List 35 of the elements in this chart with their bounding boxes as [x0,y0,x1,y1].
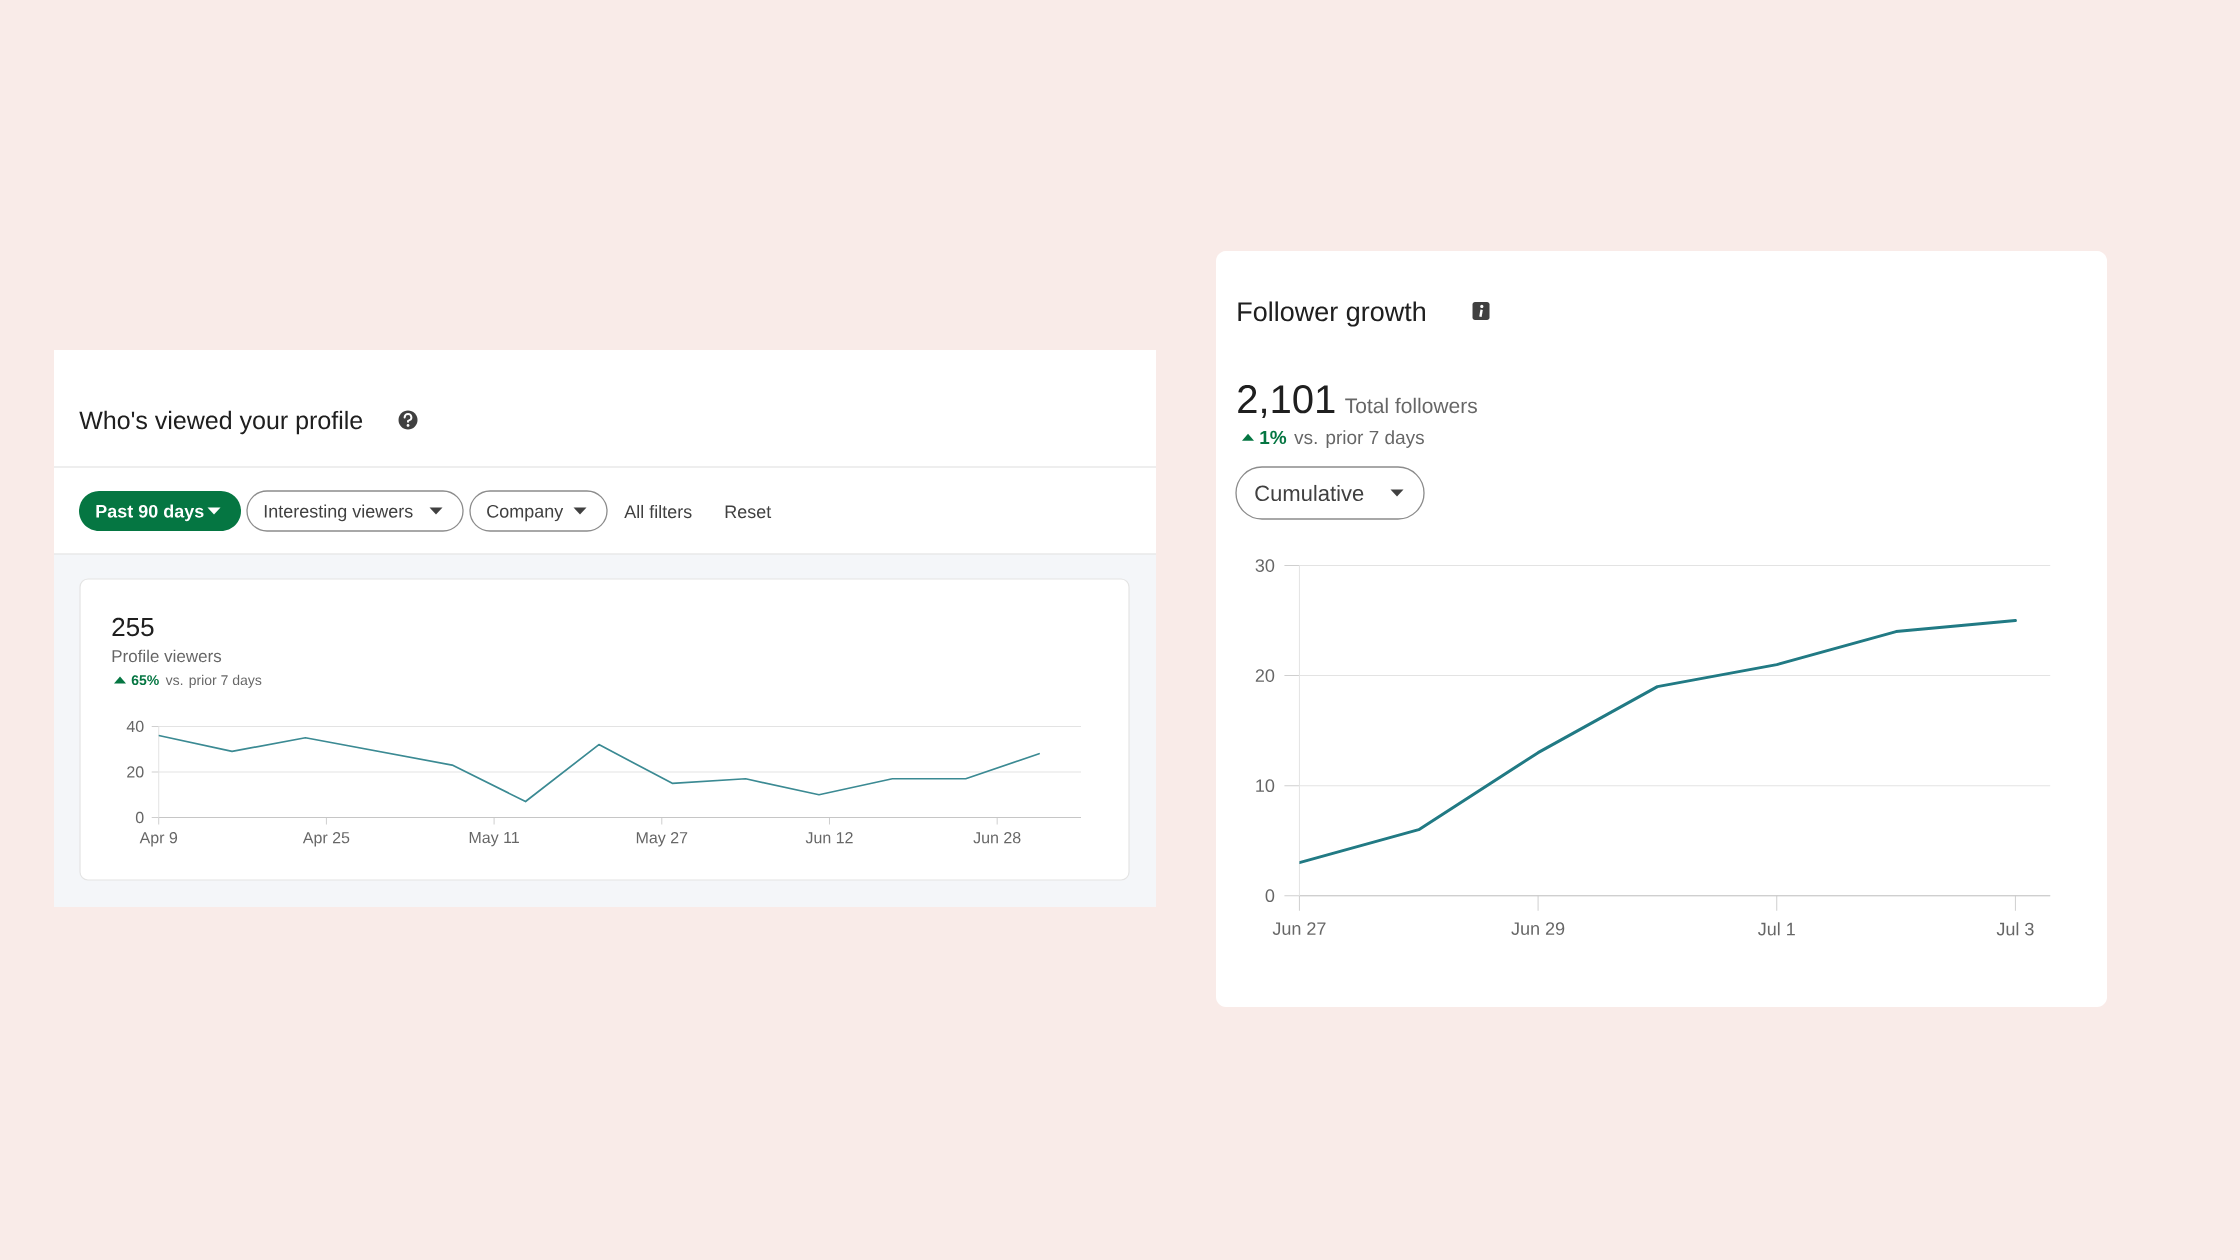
x-tick-label: May 27 [636,832,688,847]
x-tick-label: Jun 27 [1272,922,1326,935]
text: 1% [1260,430,1287,445]
y-tick-label: 10 [1256,779,1275,793]
y-tick-label: 30 [1255,559,1275,572]
y-tick-label: 20 [1255,669,1275,682]
text: 255 [112,617,154,637]
x-tick-label: Jun 12 [805,832,853,844]
text: Profile viewers [112,649,222,663]
chart-title: Follower growth [1238,301,1425,327]
text: vs. prior 7 days [165,674,262,688]
text: vs. prior 7 days [1294,430,1424,448]
chart-title: Who's viewed your profile [79,410,363,435]
x-tick-label: Jul 3 [1996,922,2034,936]
line-series [1299,619,2017,865]
text: Past 90 days [96,504,204,522]
text: Interesting viewers [264,504,413,522]
x-tick-label: May 11 [469,832,519,847]
text: Total followers [1345,397,1477,414]
text: Reset [725,505,772,519]
line-series [158,734,1040,803]
text: Company [487,504,564,522]
text: 2,101 [1238,385,1335,419]
text: 65% [131,675,159,686]
x-tick-label: Apr 9 [139,832,178,847]
y-tick-label: 40 [126,720,144,733]
x-tick-label: Jun 29 [1511,922,1565,935]
y-tick-label: 20 [127,766,144,778]
y-tick-label: 0 [1265,889,1275,903]
text: All filters [624,504,692,519]
x-tick-label: Jun 28 [973,832,1021,844]
text: Cumulative [1255,484,1364,502]
x-tick-label: Apr 25 [302,832,350,847]
x-tick-label: Jul 1 [1758,922,1795,936]
y-tick-label: 0 [135,811,144,824]
